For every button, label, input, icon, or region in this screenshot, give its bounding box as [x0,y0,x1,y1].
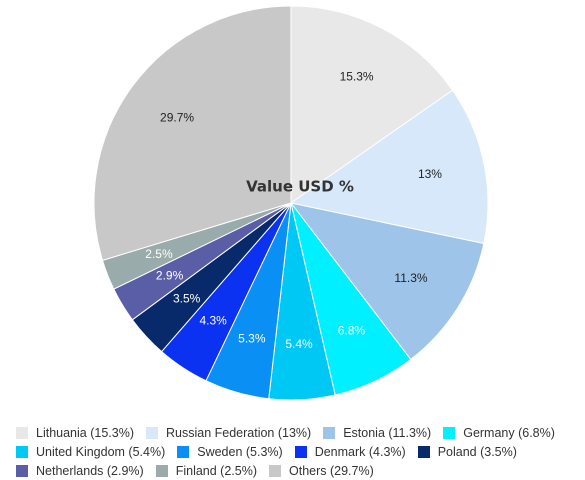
pie-slice-russian-federation [289,89,489,245]
legend-label: Sweden (5.3%) [197,444,283,459]
legend-item-lithuania[interactable]: Lithuania (15.3%) [16,426,134,440]
legend-item-united-kingdom[interactable]: United Kingdom (5.4%) [16,445,165,459]
legend-row: Lithuania (15.3%) Russian Federation (13%… [16,423,576,442]
legend-item-sweden[interactable]: Sweden (5.3%) [177,444,283,459]
legend-swatch [155,464,168,477]
slice-label-denmark: 4.3% [199,314,227,328]
pie-chart: 15.3% 13% 11.3% 6.8% 5.4% 5.3% 4.3% 3.5% 2.9% 2.5… [93,5,489,401]
pie-slice-lithuania [290,5,454,204]
legend-label: Germany (6.8%) [463,425,555,440]
slice-label-finland: 2.5% [145,247,173,261]
legend-label: Lithuania (15.3%) [36,425,134,440]
legend-label: Netherlands (2.9%) [36,463,144,478]
legend-swatch [177,445,190,458]
legend-swatch [16,426,28,439]
legend-item-netherlands[interactable]: Netherlands (2.9%) [16,464,144,478]
legend-label: Estonia (11.3%) [343,425,432,440]
legend-swatch [294,445,307,458]
slice-label-germany: 6.8% [338,324,366,338]
legend-swatch [443,426,456,439]
legend-swatch [145,426,158,439]
slice-label-poland: 3.5% [173,291,201,305]
legend-item-germany[interactable]: Germany (6.8%) [443,426,555,440]
legend-row: United Kingdom (5.4%) Sweden (5.3%) Denmar… [16,442,576,461]
legend-label: Others (29.7%) [289,463,374,478]
pie-slice-others [93,5,292,261]
chart-title: Value USD % [246,178,354,196]
slice-label-netherlands: 2.9% [156,269,184,283]
pie-slice-estonia [289,202,485,361]
legend-label: Finland (2.5%) [175,463,257,478]
legend-item-russian-federation[interactable]: Russian Federation (13%) [145,425,312,440]
legend-swatch [269,464,281,477]
legend-swatch [16,445,28,458]
legend-item-others[interactable]: Others (29.7%) [269,464,374,478]
slice-label-estonia: 11.3% [394,271,427,285]
slice-label-sweden: 5.3% [238,332,266,346]
legend-swatch [417,445,430,458]
legend-row: Netherlands (2.9%) Finland (2.5%) Others (… [16,461,576,480]
legend-label: Russian Federation (13%) [165,425,312,440]
legend: Lithuania (15.3%) Russian Federation (13%… [16,423,576,480]
legend-item-finland[interactable]: Finland (2.5%) [155,463,257,478]
slice-label-lithuania: 15.3% [340,69,374,83]
legend-item-poland[interactable]: Poland (3.5%) [417,444,517,459]
legend-swatch [16,464,28,477]
legend-swatch [323,426,336,439]
legend-label: Denmark (4.3%) [314,444,406,459]
slice-label-others: 29.7% [160,111,194,125]
legend-label: Poland (3.5%) [437,444,517,459]
legend-item-denmark[interactable]: Denmark (4.3%) [294,444,406,459]
slice-label-russian-federation: 13% [418,167,442,181]
legend-item-estonia[interactable]: Estonia (11.3%) [323,426,431,440]
slice-label-united-kingdom: 5.4% [285,337,313,351]
legend-label: United Kingdom (5.4%) [36,444,166,459]
